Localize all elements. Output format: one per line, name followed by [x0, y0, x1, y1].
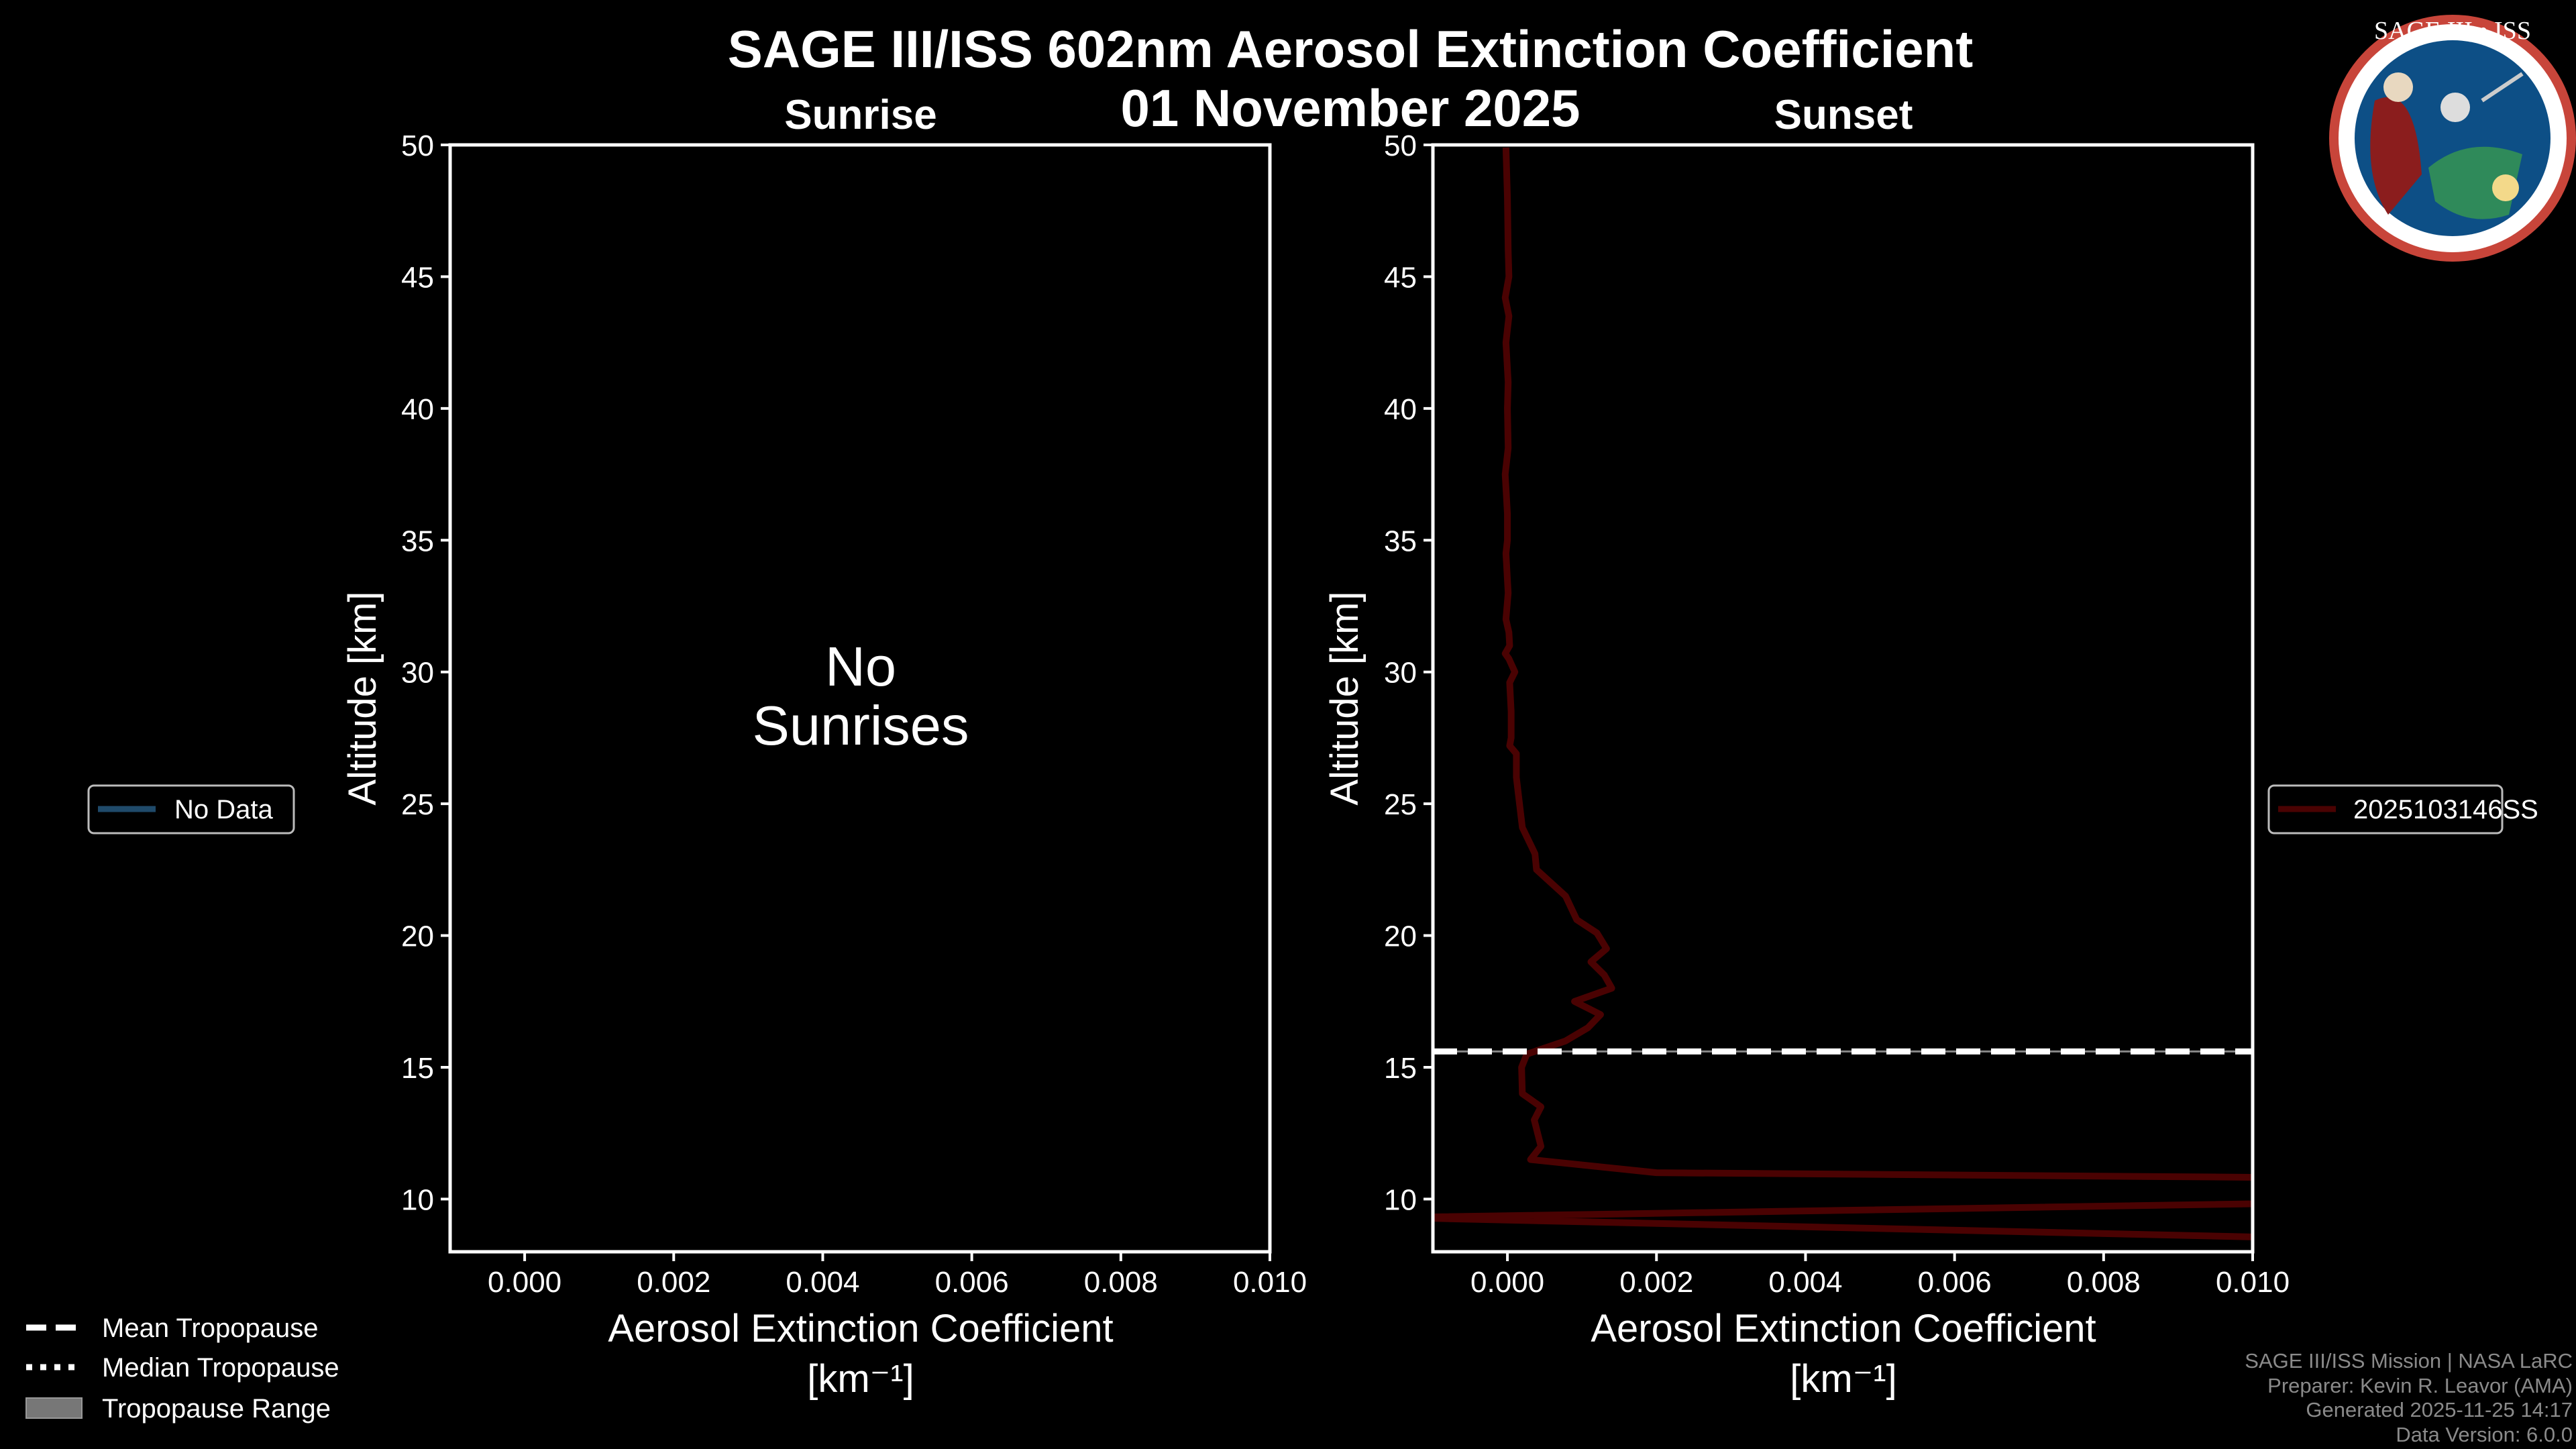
y-tick-label: 10 [401, 1183, 434, 1216]
sunset-profile-line [1433, 147, 2253, 1240]
figure-date: 01 November 2025 [1120, 78, 1580, 138]
sunset-panel-title: Sunset [1774, 92, 1913, 138]
x-tick-label: 0.008 [2067, 1266, 2141, 1299]
y-tick-label: 45 [1384, 261, 1417, 294]
y-tick-label: 50 [1384, 129, 1417, 162]
sunset-x-axis-units: [km⁻¹] [1790, 1357, 1896, 1401]
x-tick-label: 0.000 [1470, 1266, 1544, 1299]
sunset-plot-frame [1431, 143, 2255, 1254]
y-tick-label: 20 [1384, 920, 1417, 953]
no-sunrises-annotation: Sunrises [753, 694, 969, 757]
x-tick-label: 0.006 [935, 1266, 1009, 1299]
footer-mission: SAGE III/ISS Mission | NASA LaRC [2245, 1349, 2573, 1373]
sunset-x-axis-label: Aerosol Extinction Coefficient [1591, 1307, 2096, 1350]
x-tick-label: 0.002 [637, 1266, 710, 1299]
logo-text: SAGE III • ISS [2374, 17, 2531, 45]
x-tick-label: 0.002 [1619, 1266, 1693, 1299]
y-tick-label: 50 [401, 129, 434, 162]
sunrise-x-axis-units: [km⁻¹] [807, 1357, 914, 1401]
legend-label-median-tropopause: Median Tropopause [102, 1353, 339, 1383]
sunrise-panel-title: Sunrise [784, 92, 936, 138]
y-tick-label: 40 [1384, 393, 1417, 426]
y-tick-label: 30 [1384, 657, 1417, 690]
x-tick-label: 0.006 [1918, 1266, 1992, 1299]
sunrise-plot-frame [448, 143, 1272, 1254]
footer-preparer: Preparer: Kevin R. Leavor (AMA) [2267, 1374, 2573, 1397]
legend-label-sunset-event: 2025103146SS [2353, 795, 2538, 824]
sunset-y-axis-label: Altitude [km] [1323, 591, 1366, 805]
y-tick-label: 15 [401, 1052, 434, 1085]
y-tick-label: 35 [401, 525, 434, 557]
sunset-legend: 2025103146SS [2267, 784, 2538, 835]
x-tick-label: 0.000 [488, 1266, 561, 1299]
sunset-plot: 10 15 20 25 30 35 40 45 50 0.000 0.002 0.004 0.006 0.… [1323, 129, 2290, 1401]
y-tick-label: 20 [401, 920, 434, 953]
x-tick-label: 0.004 [1768, 1266, 1842, 1299]
y-tick-label: 30 [401, 657, 434, 690]
y-tick-label: 45 [401, 261, 434, 294]
legend-label-tropopause-range: Tropopause Range [102, 1394, 331, 1424]
sunrise-plot: 10 15 20 25 30 35 40 45 50 0.000 0.002 0.004 0.006 0.… [341, 129, 1307, 1401]
tropopause-range-swatch [25, 1397, 83, 1419]
y-tick-label: 35 [1384, 525, 1417, 557]
y-tick-label: 10 [1384, 1183, 1417, 1216]
x-tick-label: 0.010 [2216, 1266, 2290, 1299]
tropopause-legend: Mean Tropopause Median Tropopause Tropop… [25, 1313, 339, 1424]
y-tick-label: 25 [401, 788, 434, 821]
y-tick-label: 15 [1384, 1052, 1417, 1085]
figure-title: SAGE III/ISS 602nm Aerosol Extinction Co… [728, 19, 1974, 78]
y-tick-label: 25 [1384, 788, 1417, 821]
footer-credits: SAGE III/ISS Mission | NASA LaRC Prepare… [2245, 1349, 2573, 1446]
sage-iss-mission-logo: SAGE III • ISS [2329, 15, 2576, 262]
footer-data-version: Data Version: 6.0.0 [2396, 1423, 2573, 1446]
x-tick-label: 0.010 [1233, 1266, 1307, 1299]
y-tick-label: 40 [401, 393, 434, 426]
footer-generated: Generated 2025-11-25 14:17 [2306, 1398, 2573, 1421]
sunrise-legend: No Data [87, 784, 295, 835]
x-tick-label: 0.008 [1084, 1266, 1158, 1299]
x-tick-label: 0.004 [786, 1266, 859, 1299]
sunrise-y-axis-label: Altitude [km] [341, 591, 384, 805]
legend-label-no-data: No Data [174, 795, 273, 824]
sunrise-x-axis-label: Aerosol Extinction Coefficient [608, 1307, 1113, 1350]
legend-label-mean-tropopause: Mean Tropopause [102, 1313, 318, 1343]
no-sunrises-annotation: No [825, 635, 896, 698]
